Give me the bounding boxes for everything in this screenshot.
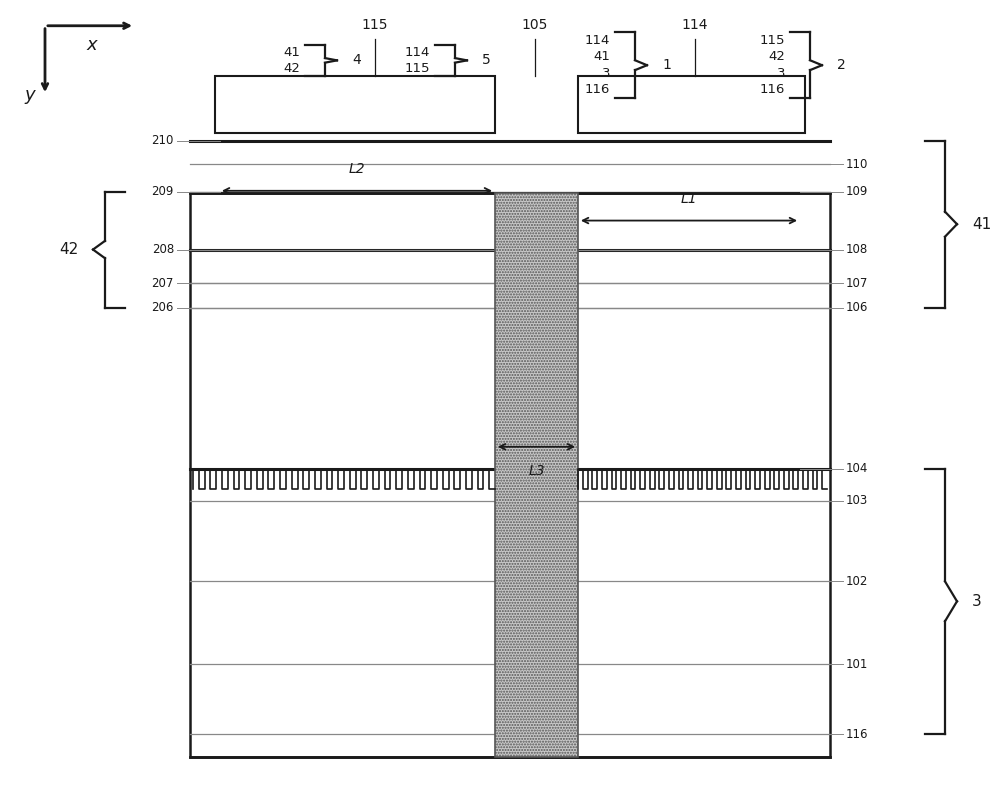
Text: 115: 115 [404, 61, 430, 75]
Text: 41: 41 [593, 51, 610, 64]
Text: 115: 115 [760, 34, 785, 47]
Text: 4: 4 [352, 53, 361, 68]
Text: 207: 207 [152, 277, 174, 290]
Text: 116: 116 [846, 728, 868, 741]
Text: 41: 41 [283, 46, 300, 60]
Text: 102: 102 [846, 575, 868, 588]
Text: 3: 3 [972, 594, 982, 609]
Text: 115: 115 [362, 19, 388, 32]
Text: 107: 107 [846, 277, 868, 290]
Text: 108: 108 [846, 243, 868, 256]
Text: 42: 42 [283, 61, 300, 75]
Text: 116: 116 [585, 84, 610, 97]
Text: 42: 42 [768, 51, 785, 64]
Text: y: y [25, 86, 35, 104]
Text: 114: 114 [682, 19, 708, 32]
Text: L2: L2 [349, 163, 365, 176]
Bar [215, 76, 495, 133]
Text: 103: 103 [846, 494, 868, 507]
Text: 109: 109 [846, 185, 868, 198]
Text: 206: 206 [152, 301, 174, 314]
Text: 5: 5 [482, 53, 491, 68]
Text: 106: 106 [846, 301, 868, 314]
Text: 114: 114 [405, 46, 430, 60]
Text: 104: 104 [846, 462, 868, 475]
Text: 105: 105 [522, 19, 548, 32]
Text: 3: 3 [776, 67, 785, 80]
Text: 114: 114 [585, 34, 610, 47]
Bar [495, 193, 578, 757]
Text: 1: 1 [662, 58, 671, 72]
Text: 210: 210 [152, 134, 174, 147]
Bar [578, 76, 805, 133]
Text: L3: L3 [528, 464, 545, 478]
Text: 3: 3 [602, 67, 610, 80]
Text: L1: L1 [681, 192, 697, 206]
Text: 110: 110 [846, 158, 868, 171]
Text: 101: 101 [846, 658, 868, 671]
Text: 2: 2 [837, 58, 846, 72]
Bar [190, 193, 830, 757]
Text: 42: 42 [59, 242, 78, 257]
Text: 208: 208 [152, 243, 174, 256]
Text: x: x [87, 36, 97, 54]
Text: 116: 116 [760, 84, 785, 97]
Text: 41: 41 [972, 217, 991, 232]
Text: 209: 209 [152, 185, 174, 198]
